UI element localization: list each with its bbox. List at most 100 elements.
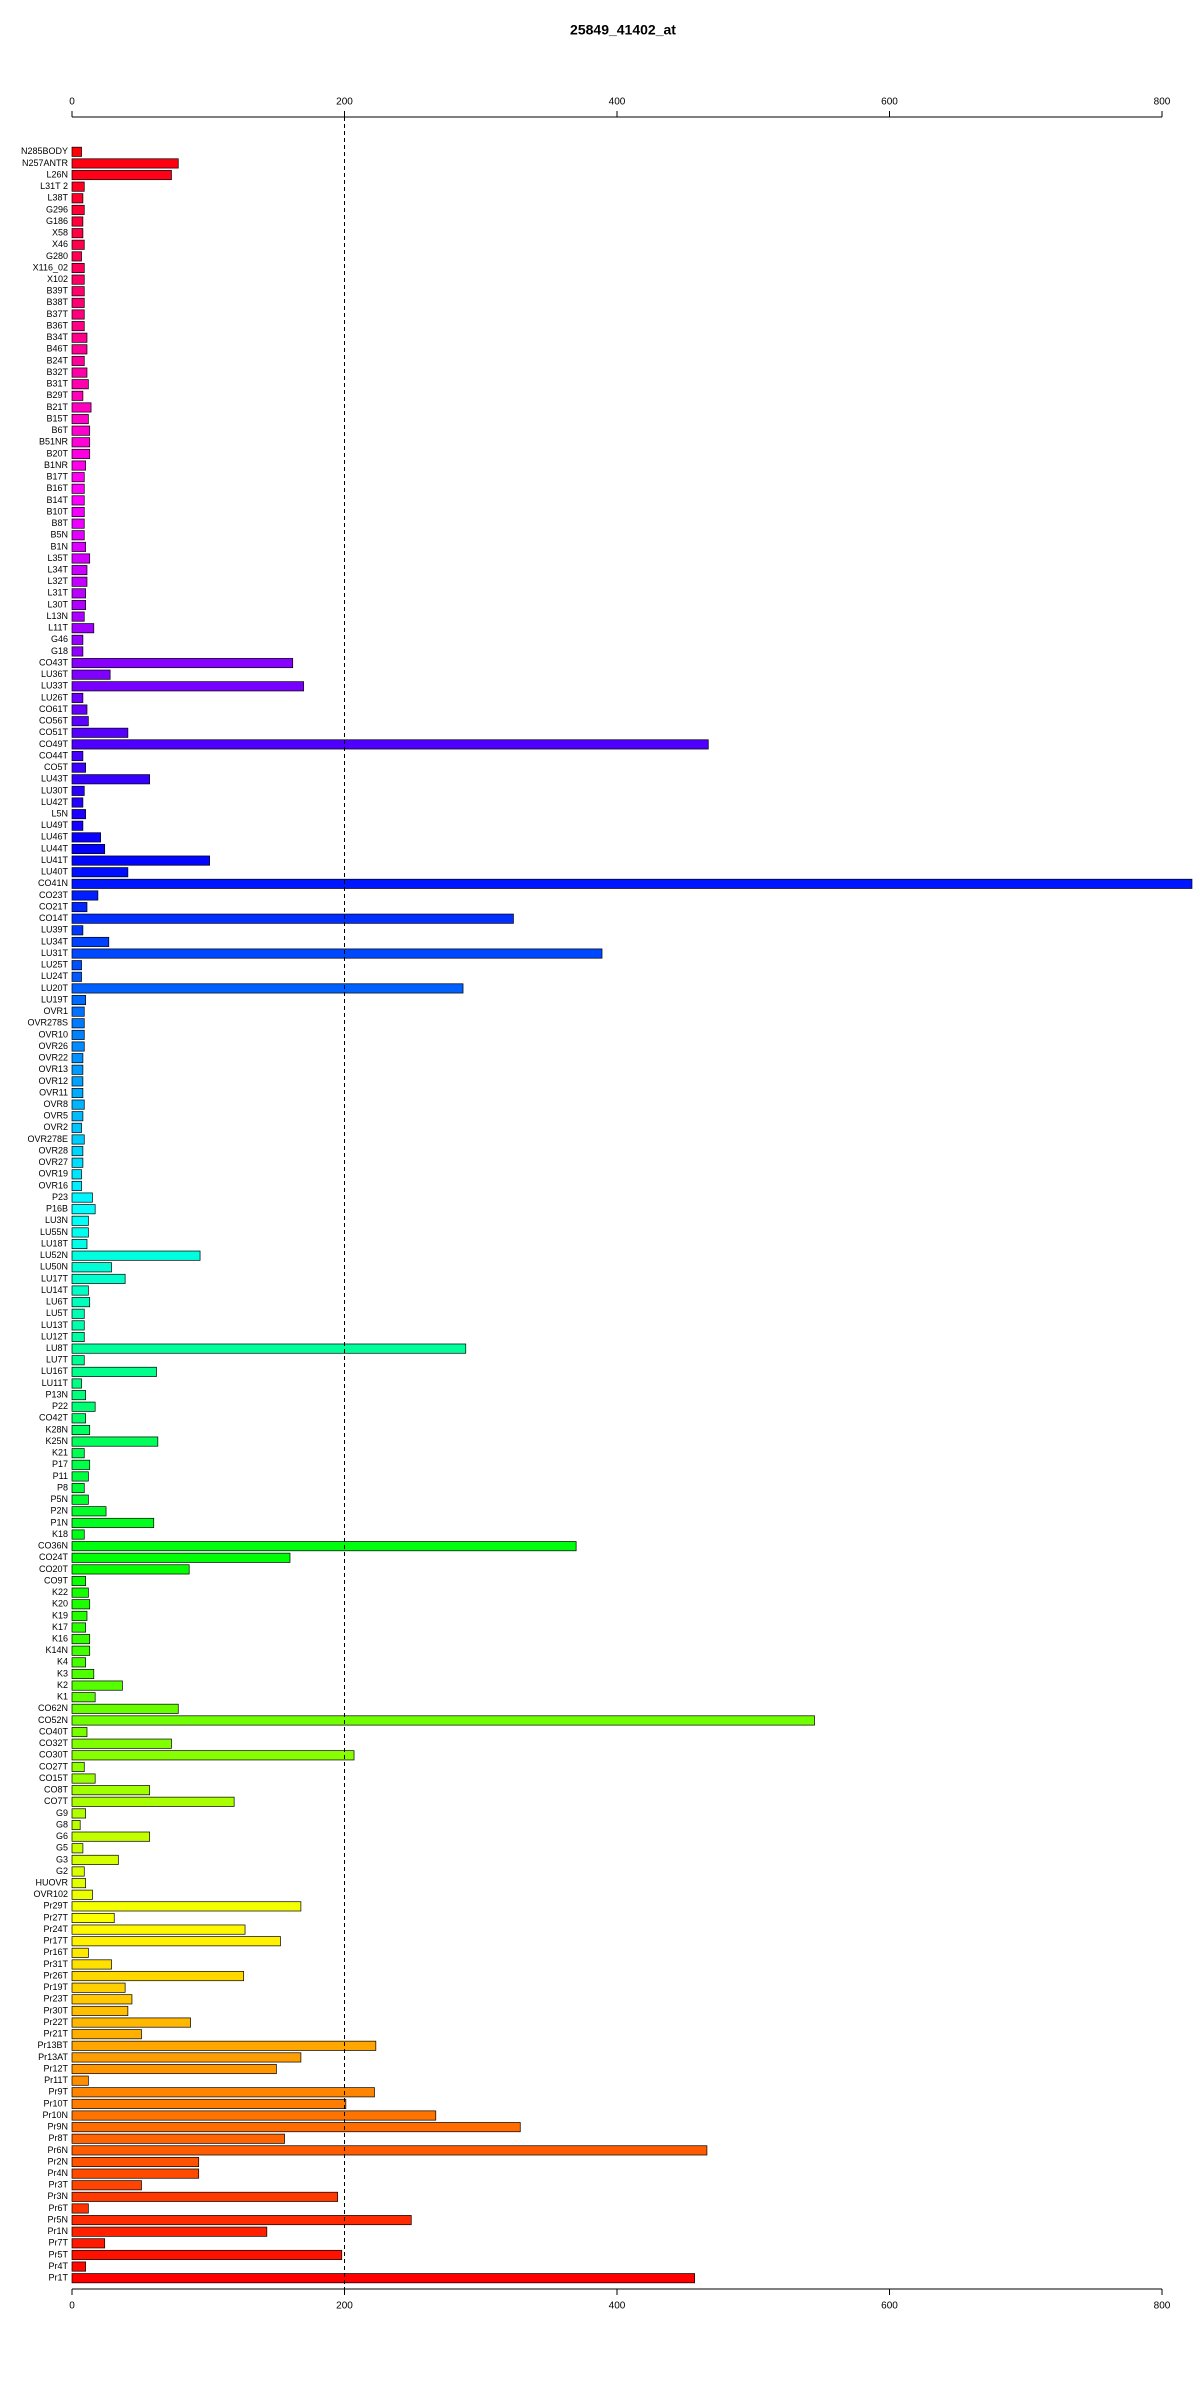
bar	[71, 379, 89, 390]
bar	[71, 1982, 126, 1993]
bar	[71, 1541, 577, 1552]
y-tick-label: OVR2	[43, 1122, 68, 1132]
bar	[71, 1610, 88, 1621]
bar	[71, 2249, 343, 2260]
y-tick-label: Pr16T	[43, 1947, 68, 1957]
bar	[71, 518, 85, 529]
y-tick-label: CO43T	[39, 657, 69, 667]
y-tick-label: K19	[52, 1610, 68, 1620]
bar	[71, 344, 88, 355]
y-tick-label: G9	[56, 1808, 68, 1818]
bar	[71, 1634, 91, 1645]
y-tick-label: LU42T	[41, 797, 69, 807]
y-tick-label: Pr19T	[43, 1982, 68, 1992]
bar	[71, 425, 91, 436]
y-tick-label: Pr22T	[43, 2017, 68, 2027]
y-tick-label: L26N	[46, 169, 68, 179]
y-tick-label: Pr12T	[43, 2063, 68, 2073]
bar	[71, 2005, 129, 2016]
y-tick-label: LU5T	[46, 1308, 69, 1318]
y-tick-label: B20T	[46, 448, 68, 458]
bar	[71, 1878, 86, 1889]
bar	[71, 1820, 81, 1831]
y-tick-label: CO27T	[39, 1761, 69, 1771]
y-tick-label: Pr9N	[47, 2122, 68, 2132]
y-tick-label: B21T	[46, 402, 68, 412]
y-tick-label: B15T	[46, 413, 68, 423]
bar	[71, 971, 82, 982]
bar	[71, 2273, 696, 2284]
y-tick-label: L32T	[47, 576, 68, 586]
bar	[71, 1808, 86, 1819]
bar	[71, 495, 85, 506]
bar	[71, 1076, 84, 1087]
bar	[71, 170, 172, 181]
y-tick-label: B39T	[46, 286, 68, 296]
bar	[71, 843, 106, 854]
bar	[71, 727, 129, 738]
bar	[71, 1320, 85, 1331]
bar	[71, 1273, 126, 1284]
x-tick-label: 0	[69, 97, 75, 108]
bar	[71, 1715, 815, 1726]
y-tick-label: CO5T	[44, 762, 69, 772]
bar	[71, 1785, 151, 1796]
chart-title: 25849_41402_at	[570, 22, 676, 38]
y-tick-label: CO61T	[39, 704, 69, 714]
bar	[71, 460, 86, 471]
bar	[71, 1355, 85, 1366]
bar	[71, 1936, 281, 1947]
y-tick-label: HUOVR	[35, 1878, 68, 1888]
y-tick-label: L35T	[47, 553, 68, 563]
bar	[71, 1773, 96, 1784]
y-tick-label: CO9T	[44, 1575, 69, 1585]
bar	[71, 541, 86, 552]
y-tick-label: LU18T	[41, 1238, 69, 1248]
bar	[71, 146, 82, 157]
y-tick-label: Pr11T	[44, 2075, 68, 2085]
bar	[71, 739, 709, 750]
bar	[71, 2215, 412, 2226]
bar	[71, 1459, 91, 1470]
bar	[71, 239, 85, 250]
y-tick-label: B10T	[46, 506, 68, 516]
y-tick-label: P17	[52, 1459, 68, 1469]
y-tick-label: K22	[52, 1587, 68, 1597]
y-tick-label: B1NR	[44, 460, 69, 470]
y-tick-label: L30T	[47, 599, 68, 609]
bar	[71, 1343, 467, 1354]
bar	[71, 1506, 107, 1517]
bar	[71, 867, 129, 878]
y-tick-label: OVR1	[43, 1006, 68, 1016]
bar	[71, 355, 85, 366]
bar	[71, 658, 294, 669]
y-tick-label: B16T	[46, 483, 68, 493]
bar	[71, 472, 85, 483]
bar	[71, 2087, 375, 2098]
bar	[71, 1529, 85, 1540]
y-tick-label: K4	[57, 1657, 68, 1667]
bar	[71, 983, 464, 994]
bar	[71, 1901, 302, 1912]
y-tick-label: LU25T	[41, 960, 69, 970]
y-tick-label: K1	[57, 1692, 68, 1702]
bar	[71, 228, 84, 239]
bar	[71, 1122, 82, 1133]
x-tick-label: 0	[69, 2301, 75, 2312]
y-tick-label: G6	[56, 1831, 68, 1841]
bar	[71, 2180, 142, 2191]
y-tick-label: P5N	[50, 1494, 68, 1504]
y-tick-label: Pr24T	[43, 1924, 68, 1934]
y-tick-label: P13N	[45, 1389, 68, 1399]
y-tick-label: Pr30T	[43, 2005, 68, 2015]
y-tick-label: LU17T	[41, 1273, 69, 1283]
y-tick-label: LU31T	[41, 948, 69, 958]
bar	[71, 1750, 355, 1761]
y-tick-label: LU36T	[41, 669, 69, 679]
bar	[71, 263, 85, 274]
y-tick-label: Pr6T	[48, 2203, 68, 2213]
bar	[71, 2191, 339, 2202]
y-tick-label: K2	[57, 1680, 68, 1690]
y-tick-label: G280	[46, 251, 68, 261]
